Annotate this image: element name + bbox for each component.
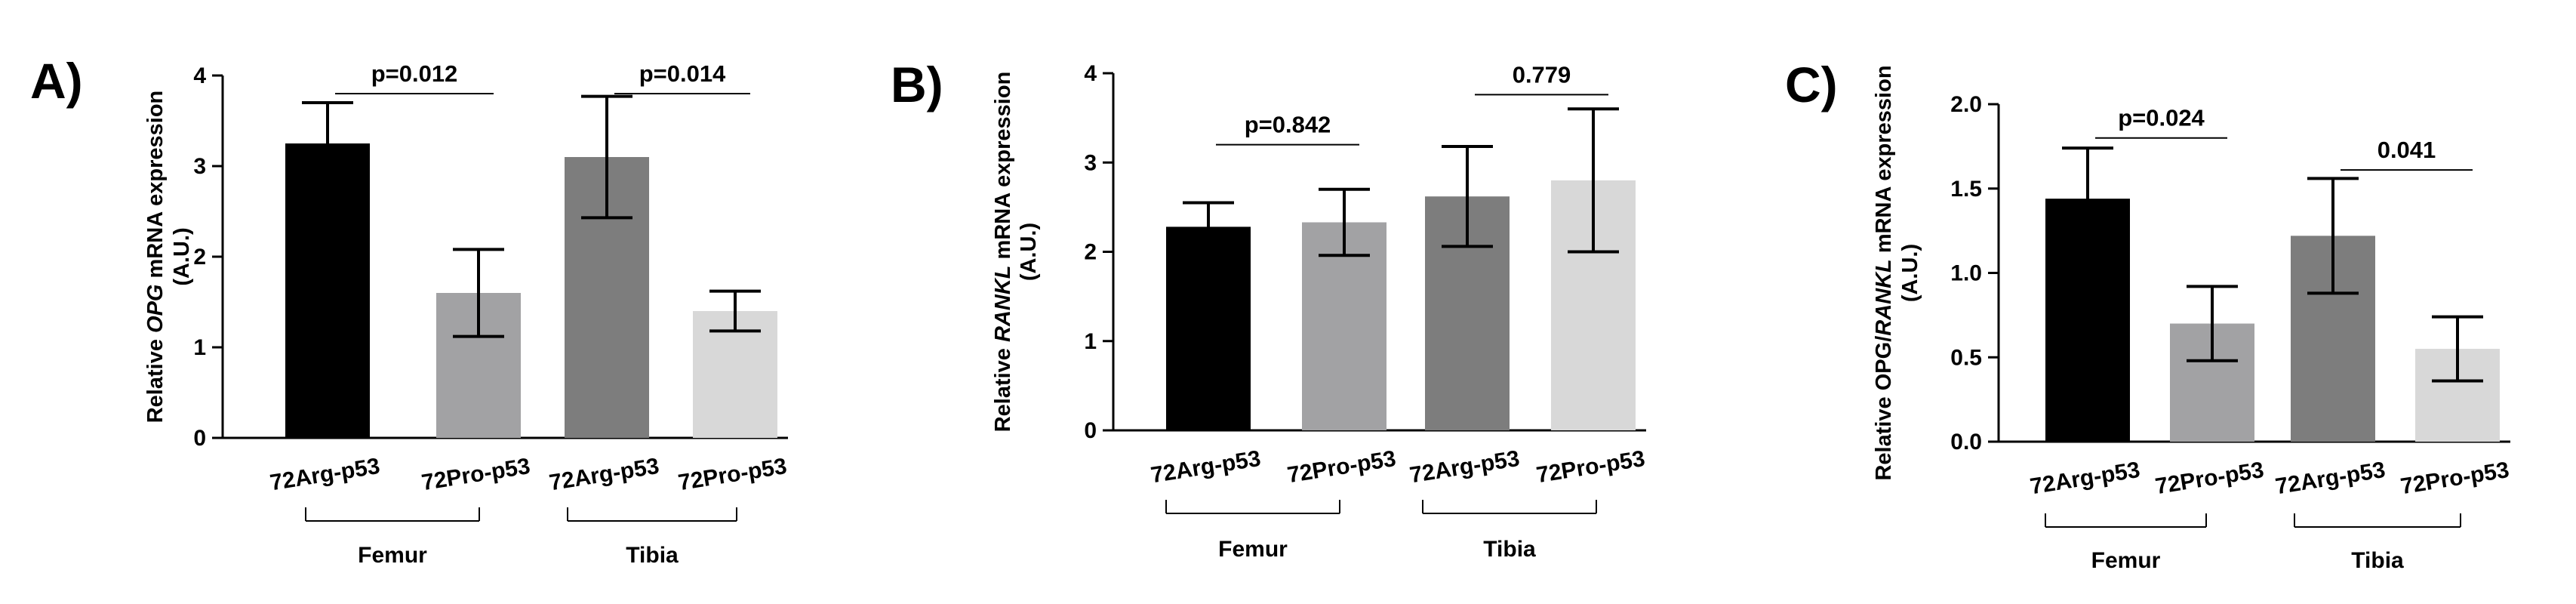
chart-1-category-label: 72Pro-p53	[1534, 446, 1646, 488]
chart-1-y-axis-label-part: Relative	[991, 342, 1015, 432]
chart-1-y-tick-label: 3	[1084, 150, 1097, 175]
chart-2-y-axis-label-part: mRNA expression	[1872, 65, 1896, 259]
chart-0-y-tick-label: 3	[193, 154, 206, 179]
chart-2-category-label: 72Arg-p53	[2028, 458, 2141, 500]
chart-0-category-label: 72Pro-p53	[420, 454, 531, 495]
chart-1-category-label: 72Arg-p53	[1149, 446, 1262, 488]
chart-0-group-label: Femur	[358, 543, 427, 568]
chart-1-category-label: 72Arg-p53	[1408, 446, 1521, 488]
chart-2-y-axis-label-unit: (A.U.)	[1898, 244, 1922, 302]
chart-1-annotation-label: p=0.842	[1245, 112, 1331, 138]
chart-2-group-label: Tibia	[2351, 548, 2404, 573]
chart-1-y-tick-label: 2	[1084, 240, 1097, 265]
chart-1-y-axis-label: Relative RANKL mRNA expression	[991, 72, 1015, 433]
chart-0-y-axis-label-part: OPG	[143, 285, 168, 333]
chart-1-y-tick-label: 4	[1084, 61, 1097, 86]
chart-2-y-tick-label: 1.0	[1950, 261, 1982, 286]
chart-2-annotation-label: p=0.024	[2118, 105, 2205, 131]
chart-2-panel-label: C)	[1785, 57, 1838, 112]
chart-1-y-axis-label-unit: (A.U.)	[1017, 223, 1041, 281]
chart-0-group-label: Tibia	[626, 543, 679, 568]
chart-1-y-axis-label-part: mRNA expression	[991, 72, 1015, 266]
chart-1-bar	[1166, 226, 1251, 430]
chart-0-y-axis-label-part: mRNA expression	[143, 91, 168, 285]
chart-1-y-tick-label: 1	[1084, 329, 1097, 354]
chart-2-y-tick-label: 1.5	[1950, 177, 1982, 202]
chart-2-y-axis-label: Relative OPG/RANKL mRNA expression	[1872, 65, 1896, 480]
chart-2-category-label: 72Pro-p53	[2399, 458, 2510, 499]
chart-0-annotation-label: p=0.014	[639, 60, 726, 87]
chart-0-y-axis-label-part: Relative	[143, 333, 168, 423]
chart-0-annotation-label: p=0.012	[371, 60, 458, 87]
chart-0-category-label: 72Arg-p53	[547, 454, 660, 496]
chart-1-group-label: Tibia	[1483, 537, 1536, 562]
chart-2-y-tick-label: 0.0	[1950, 430, 1982, 455]
chart-1-y-tick-label: 0	[1084, 418, 1097, 443]
chart-0-y-tick-label: 0	[193, 426, 206, 451]
chart-2-y-axis-label-part: Relative OPG/	[1872, 336, 1896, 481]
chart-0-category-label: 72Arg-p53	[268, 454, 381, 496]
chart-2-y-axis-label-part: RANKL	[1872, 259, 1896, 336]
chart-0-y-tick-label: 2	[193, 245, 206, 270]
chart-1-bar	[1302, 222, 1386, 430]
chart-0-y-axis-label-unit: (A.U.)	[170, 227, 194, 285]
chart-0-category-label: 72Pro-p53	[676, 454, 788, 495]
chart-1-y-axis-label-part: RANKL	[991, 265, 1015, 342]
chart-1-panel-label: B)	[891, 57, 943, 112]
chart-0-y-tick-label: 1	[193, 335, 206, 360]
chart-1-category-label: 72Pro-p53	[1285, 446, 1397, 488]
chart-2-category-label: 72Pro-p53	[2153, 458, 2265, 499]
chart-0-bar	[285, 143, 370, 438]
chart-2-category-label: 72Arg-p53	[2273, 458, 2387, 500]
chart-0-panel-label: A)	[30, 53, 83, 109]
chart-0-y-tick-label: 4	[193, 63, 206, 88]
chart-2-annotation-label: 0.041	[2377, 137, 2436, 163]
chart-2-y-tick-label: 2.0	[1950, 92, 1982, 117]
chart-1-group-label: Femur	[1218, 537, 1288, 562]
chart-1-annotation-label: 0.779	[1513, 61, 1571, 88]
chart-0-y-axis-label: Relative OPG mRNA expression	[143, 91, 168, 424]
chart-2-group-label: Femur	[2091, 548, 2161, 573]
chart-2-y-tick-label: 0.5	[1950, 345, 1982, 370]
